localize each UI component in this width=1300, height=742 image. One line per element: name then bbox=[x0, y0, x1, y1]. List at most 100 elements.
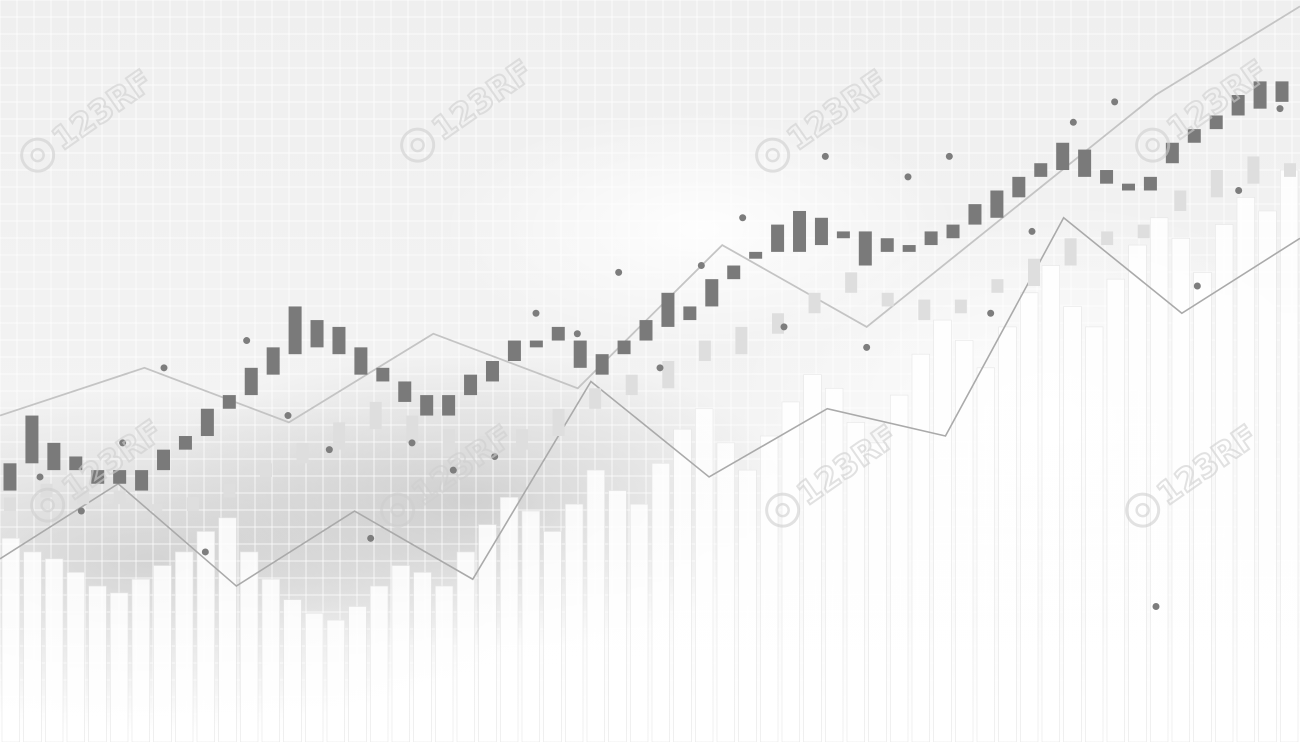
candlestick bbox=[1028, 258, 1040, 286]
data-point bbox=[1276, 105, 1284, 113]
volume-bar bbox=[45, 558, 64, 742]
data-point bbox=[821, 152, 829, 160]
data-point bbox=[532, 309, 540, 317]
candlestick bbox=[845, 272, 858, 293]
candlestick bbox=[333, 422, 346, 450]
volume-bar bbox=[283, 599, 302, 742]
volume-bar bbox=[933, 319, 952, 742]
candlestick bbox=[727, 265, 741, 280]
candlestick bbox=[1253, 81, 1267, 109]
lens-center bbox=[40, 497, 55, 513]
candlestick bbox=[516, 429, 528, 450]
data-point bbox=[1152, 603, 1160, 611]
camera-lens-icon bbox=[380, 492, 416, 528]
volume-bar bbox=[760, 435, 779, 742]
candlestick bbox=[223, 483, 236, 498]
data-point bbox=[119, 439, 127, 447]
volume-bar bbox=[955, 340, 974, 742]
candlestick bbox=[1231, 95, 1245, 116]
candlestick bbox=[1143, 176, 1157, 191]
candlestick bbox=[749, 251, 763, 259]
candlestick bbox=[288, 306, 302, 355]
volume-bar bbox=[88, 585, 107, 742]
data-point bbox=[780, 323, 788, 331]
camera-lens-icon bbox=[765, 492, 801, 528]
camera-lens-icon bbox=[755, 137, 791, 173]
volume-bar bbox=[348, 606, 367, 742]
candlestick bbox=[918, 299, 931, 321]
candlestick bbox=[25, 415, 39, 464]
lens-ring bbox=[380, 492, 416, 528]
volume-bar bbox=[1063, 306, 1082, 742]
candlestick bbox=[369, 401, 382, 430]
volume-bar bbox=[565, 503, 584, 742]
data-point bbox=[904, 173, 912, 181]
volume-bar bbox=[500, 497, 519, 742]
lens-ring bbox=[30, 487, 66, 523]
volume-bar bbox=[738, 469, 757, 742]
data-point bbox=[408, 439, 416, 447]
volume-bar bbox=[976, 367, 995, 742]
data-point bbox=[77, 507, 85, 515]
candlestick bbox=[1209, 115, 1223, 130]
candlestick bbox=[990, 190, 1004, 218]
candlestick bbox=[354, 347, 368, 375]
lens-center bbox=[775, 502, 790, 518]
candlestick bbox=[406, 415, 419, 443]
candlestick bbox=[1056, 142, 1070, 171]
candlestick bbox=[662, 361, 675, 389]
candlestick bbox=[661, 292, 675, 327]
candlestick bbox=[244, 367, 258, 396]
candlestick bbox=[296, 442, 309, 464]
data-point bbox=[367, 534, 375, 542]
candlestick bbox=[69, 456, 83, 471]
candlestick bbox=[464, 374, 478, 396]
candlestick bbox=[617, 340, 631, 355]
lens-ring bbox=[765, 492, 801, 528]
data-point bbox=[1193, 282, 1201, 290]
volume-bar bbox=[716, 442, 735, 742]
volume-bar bbox=[781, 401, 800, 742]
candlestick bbox=[991, 279, 1004, 293]
candlestick bbox=[954, 299, 967, 314]
camera-lens-icon bbox=[1125, 492, 1161, 528]
candlestick bbox=[186, 497, 199, 512]
trend-line-lower bbox=[0, 216, 1300, 588]
candlestick bbox=[442, 395, 456, 416]
volume-bar bbox=[630, 503, 649, 742]
candlestick bbox=[479, 436, 492, 450]
candlestick bbox=[771, 224, 785, 252]
candlestick bbox=[332, 326, 346, 355]
camera-lens-icon bbox=[400, 127, 436, 163]
candlestick bbox=[1137, 224, 1150, 239]
volume-bar bbox=[261, 578, 280, 742]
candlestick bbox=[442, 429, 455, 457]
candlestick bbox=[1187, 129, 1201, 143]
data-point bbox=[573, 330, 581, 338]
candlestick bbox=[1078, 149, 1092, 177]
candlestick bbox=[3, 463, 17, 491]
volume-bar bbox=[911, 353, 930, 742]
candlestick bbox=[735, 326, 748, 355]
lens-ring bbox=[20, 137, 56, 173]
candlestick bbox=[178, 436, 192, 450]
candlestick bbox=[808, 292, 821, 314]
faint-candles bbox=[4, 156, 1296, 512]
data-point bbox=[697, 262, 705, 270]
volume-bar bbox=[868, 442, 887, 742]
volume-bar bbox=[586, 469, 605, 742]
candlestick bbox=[266, 347, 280, 375]
volume-bar bbox=[110, 592, 129, 742]
camera-lens-icon bbox=[30, 487, 66, 523]
candlestick bbox=[902, 245, 916, 252]
candlestick bbox=[814, 217, 828, 246]
volume-bar bbox=[23, 551, 42, 742]
candlestick bbox=[683, 306, 697, 321]
candlestick bbox=[551, 326, 565, 341]
candlestick bbox=[595, 354, 609, 375]
data-point bbox=[201, 548, 209, 556]
candlestick bbox=[113, 490, 126, 505]
data-point bbox=[243, 337, 251, 345]
volume-bar bbox=[218, 517, 237, 742]
